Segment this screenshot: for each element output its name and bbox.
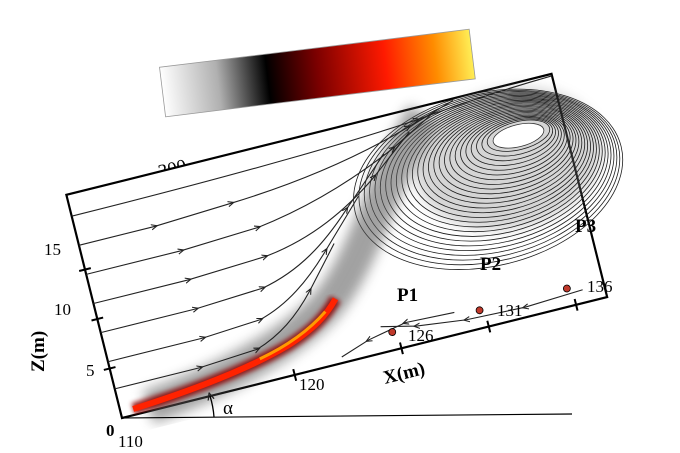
- x-axis-title: X(m): [381, 358, 427, 389]
- z-tick-0: 0: [106, 421, 115, 440]
- z-tick-10: 10: [54, 300, 71, 319]
- fire-core: [132, 297, 339, 412]
- probe-markers: [388, 284, 571, 336]
- ground-ticks: [292, 298, 579, 382]
- colorbar: [159, 28, 476, 118]
- vortex-streamline: [449, 111, 571, 185]
- vortex-streamline: [433, 107, 580, 199]
- vortex-streamline: [417, 103, 589, 214]
- streamline: [114, 243, 335, 390]
- vortex-streamline: [438, 108, 577, 195]
- probe-label-p3: P3: [575, 216, 596, 237]
- horizontal-reference-line: [121, 413, 573, 419]
- probe-p1: [388, 328, 397, 336]
- vortex-streamline: [481, 118, 554, 157]
- probe-p3: [562, 284, 571, 293]
- probe-labels: P1 P2 P3: [397, 216, 596, 306]
- vortex-core: [492, 122, 545, 149]
- vortex-streamline: [428, 106, 583, 204]
- probe-label-p1: P1: [397, 285, 418, 306]
- angle-arc: [210, 396, 215, 418]
- vortex-streamline: [454, 112, 568, 181]
- vortex-streamline: [476, 117, 556, 162]
- x-tick-120: 120: [299, 375, 325, 394]
- x-axis-labels: 110 120 126 131 136: [118, 277, 613, 451]
- vortex-streamline: [444, 109, 574, 190]
- x-tick-131: 131: [497, 301, 523, 320]
- vortex-streamline: [460, 113, 565, 176]
- reverse-streamline: [341, 311, 455, 358]
- angle-label: α: [223, 398, 233, 419]
- vortex-streamline: [422, 104, 586, 209]
- z-tick-5: 5: [86, 361, 95, 380]
- vortex-streamline: [465, 114, 562, 171]
- z-axis-title: Z(m): [28, 331, 49, 372]
- probe-p2: [475, 306, 484, 315]
- plot-domain: [65, 72, 624, 424]
- x-tick-110: 110: [118, 432, 143, 451]
- vortex-streamline: [412, 102, 591, 218]
- probe-label-p2: P2: [480, 254, 501, 275]
- z-axis-ticks: [78, 267, 116, 371]
- vortex-streamline: [486, 119, 551, 152]
- z-tick-15: 15: [44, 240, 61, 259]
- streamlines: [71, 75, 583, 390]
- x-tick-126: 126: [408, 326, 434, 345]
- fire-hot-spot: [259, 310, 327, 361]
- colorbar-gradient: [159, 28, 476, 118]
- x-tick-136: 136: [587, 277, 613, 296]
- z-axis-labels: 0 5 10 15: [44, 240, 115, 440]
- vortex-streamline: [470, 116, 559, 166]
